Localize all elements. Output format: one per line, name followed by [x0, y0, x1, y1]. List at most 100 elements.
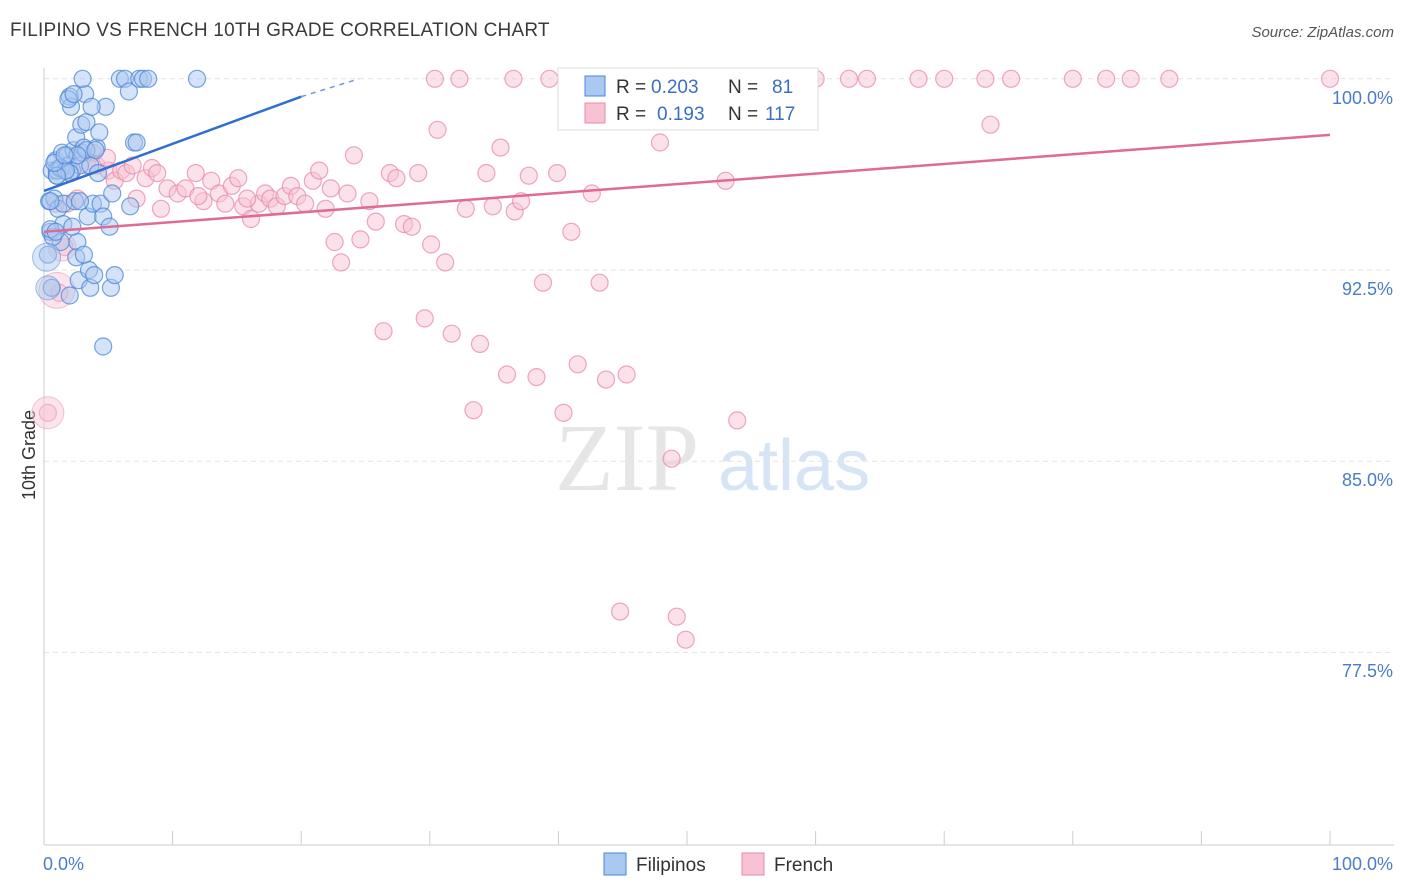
y-axis-title: 10th Grade — [19, 410, 39, 500]
french-point-44 — [351, 230, 370, 249]
filipinos-point-45 — [119, 82, 138, 101]
french-point-42 — [338, 184, 357, 203]
french-point-62 — [477, 164, 496, 183]
french-point-101 — [1001, 69, 1021, 88]
watermark-atlas: atlas — [718, 426, 870, 506]
french-point-102 — [1063, 69, 1082, 88]
y-tick-label-85: 85.0% — [1342, 470, 1393, 490]
filipinos-point-55 — [73, 69, 92, 88]
french-point-52 — [409, 164, 428, 183]
french-point-84 — [650, 133, 670, 152]
filipinos-point-36 — [90, 123, 109, 142]
stats-n-label-french: N = — [728, 104, 758, 125]
french-point-115 — [425, 69, 444, 88]
filipinos-point-52 — [60, 286, 79, 305]
french-point-98 — [935, 69, 954, 88]
french-point-113 — [238, 189, 257, 208]
filipinos-point-58 — [103, 184, 122, 203]
french-point-104 — [1121, 69, 1140, 88]
french-point-58 — [450, 69, 469, 88]
x-tick-label-100: 100.0% — [1332, 854, 1393, 874]
french-point-103 — [1097, 69, 1116, 88]
filipinos-point-79 — [74, 245, 94, 264]
french-series — [31, 69, 1340, 649]
filipinos-point-72 — [82, 97, 101, 116]
stats-r-label-filipinos: R = — [616, 77, 646, 98]
french-point-64 — [491, 138, 510, 157]
french-point-87 — [676, 630, 695, 649]
filipinos-cluster-4 — [35, 275, 61, 301]
french-point-106 — [1320, 69, 1340, 88]
french-point-63 — [483, 197, 502, 216]
filipinos-point-78 — [63, 217, 82, 236]
stats-n-label-filipinos: N = — [728, 77, 758, 98]
french-point-72 — [547, 164, 567, 183]
legend-swatch-french[interactable] — [741, 852, 765, 876]
french-point-82 — [617, 365, 636, 384]
french-point-51 — [402, 217, 421, 236]
chart-source: Source: ZipAtlas.com — [1251, 24, 1394, 41]
y-tick-label-77-5: 77.5% — [1342, 661, 1393, 681]
french-point-16 — [151, 199, 171, 218]
french-point-28 — [241, 209, 261, 229]
french-point-105 — [1160, 69, 1179, 88]
french-point-40 — [325, 232, 344, 252]
filipinos-cluster-3 — [32, 242, 62, 272]
filipinos-point-0 — [38, 245, 58, 264]
french-point-39 — [316, 199, 335, 218]
stats-swatch-filipinos — [584, 75, 606, 97]
french-point-38 — [310, 161, 329, 180]
french-point-96 — [857, 69, 877, 88]
filipinos-point-49 — [139, 69, 158, 88]
trend-lines — [43, 78, 1331, 234]
filipinos-point-69 — [70, 192, 90, 211]
french-point-112 — [189, 187, 208, 206]
french-point-114 — [321, 179, 340, 198]
french-point-53 — [415, 309, 434, 328]
legend-label-filipinos[interactable]: Filipinos — [636, 855, 706, 876]
filipinos-point-57 — [121, 197, 140, 216]
legend-label-french[interactable]: French — [774, 855, 833, 876]
filipinos-point-65 — [64, 84, 83, 104]
french-point-55 — [428, 120, 447, 139]
french-point-24 — [216, 194, 235, 213]
watermark: ZIP atlas — [555, 404, 870, 511]
filipinos-trend-extension — [300, 78, 360, 98]
french-point-26 — [229, 169, 248, 188]
french-point-43 — [344, 146, 363, 165]
french-point-85 — [662, 449, 681, 468]
french-point-97 — [909, 69, 928, 88]
x-tick-label-0: 0.0% — [43, 854, 84, 874]
french-cluster-0 — [31, 396, 65, 430]
french-point-78 — [590, 273, 609, 292]
filipinos-point-53 — [41, 192, 60, 211]
french-point-70 — [533, 273, 553, 292]
french-point-71 — [540, 69, 559, 88]
french-point-73 — [554, 403, 573, 422]
french-point-74 — [562, 222, 581, 241]
french-point-45 — [360, 192, 379, 211]
filipinos-series — [32, 69, 207, 356]
french-point-79 — [596, 370, 616, 389]
french-point-46 — [366, 212, 385, 231]
filipinos-point-42 — [105, 266, 124, 285]
french-point-61 — [470, 334, 490, 353]
stats-r-value-french: 0.193 — [657, 104, 705, 125]
french-point-0 — [38, 403, 58, 422]
french-point-77 — [582, 184, 601, 203]
french-point-60 — [464, 401, 483, 420]
legend-swatch-filipinos[interactable] — [603, 852, 627, 876]
french-point-54 — [422, 235, 441, 254]
french-point-116 — [504, 69, 523, 88]
stats-r-label-french: R = — [616, 104, 646, 125]
french-point-59 — [456, 199, 475, 218]
french-point-68 — [519, 166, 538, 185]
filipinos-point-77 — [55, 146, 74, 165]
french-point-69 — [527, 368, 546, 387]
stats-r-value-filipinos: 0.203 — [651, 77, 699, 98]
filipinos-point-51 — [94, 337, 113, 356]
french-point-95 — [839, 69, 859, 88]
french-point-15 — [148, 164, 167, 183]
french-point-99 — [976, 69, 995, 88]
french-point-49 — [387, 169, 406, 188]
